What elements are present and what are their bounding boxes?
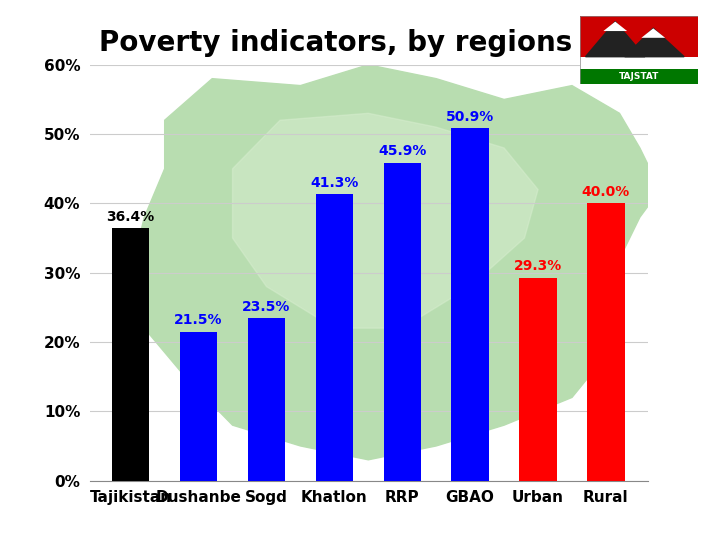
Bar bbox=[451, 128, 489, 481]
Text: 40.0%: 40.0% bbox=[582, 185, 630, 199]
Polygon shape bbox=[585, 22, 645, 57]
Text: TAJSTAT: TAJSTAT bbox=[618, 72, 660, 81]
Polygon shape bbox=[625, 28, 684, 57]
Text: 23.5%: 23.5% bbox=[243, 300, 291, 314]
Text: 36.4%: 36.4% bbox=[107, 210, 155, 224]
Bar bbox=[112, 228, 149, 481]
Title: Poverty indicators, by regions: Poverty indicators, by regions bbox=[99, 29, 572, 57]
Polygon shape bbox=[233, 113, 538, 328]
Bar bbox=[588, 204, 624, 481]
Text: 29.3%: 29.3% bbox=[514, 259, 562, 273]
Polygon shape bbox=[603, 22, 627, 31]
Polygon shape bbox=[131, 65, 660, 460]
FancyBboxPatch shape bbox=[580, 69, 698, 84]
FancyBboxPatch shape bbox=[580, 57, 698, 69]
Bar bbox=[384, 163, 421, 481]
Polygon shape bbox=[642, 28, 665, 38]
Text: 50.9%: 50.9% bbox=[446, 110, 494, 124]
Bar bbox=[248, 318, 285, 481]
Text: 45.9%: 45.9% bbox=[378, 144, 426, 158]
Bar bbox=[315, 194, 353, 481]
Text: 41.3%: 41.3% bbox=[310, 176, 359, 190]
FancyBboxPatch shape bbox=[580, 16, 698, 57]
Text: 21.5%: 21.5% bbox=[174, 313, 223, 327]
Bar bbox=[519, 278, 557, 481]
Bar bbox=[180, 332, 217, 481]
